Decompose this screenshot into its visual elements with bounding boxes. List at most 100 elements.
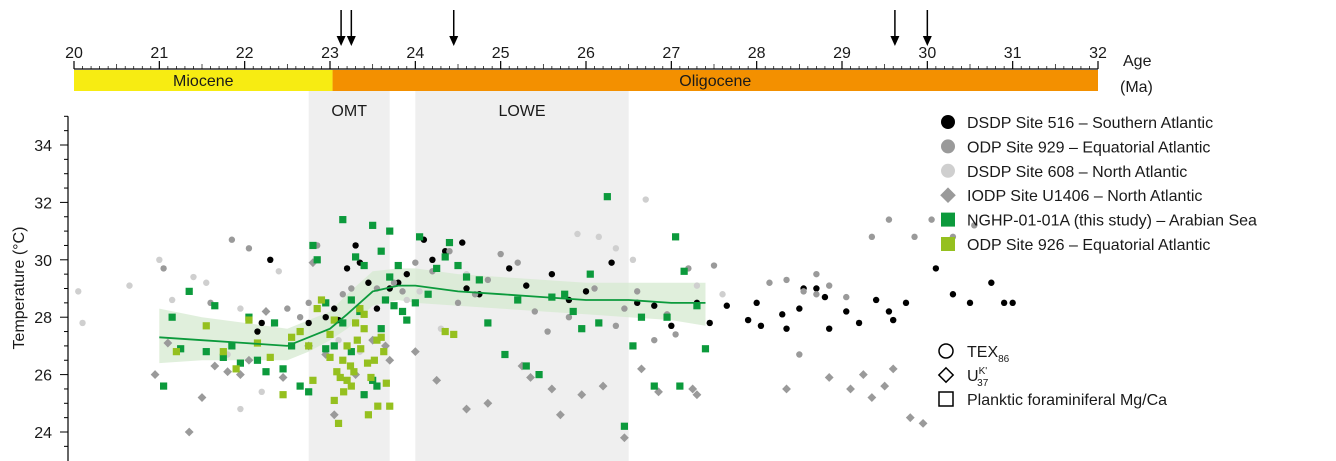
point-s0-47 (885, 308, 893, 315)
point-s0-36 (757, 322, 765, 330)
point-s4-1 (168, 313, 176, 321)
point-s3-8 (261, 307, 271, 316)
point-s5-15 (330, 396, 338, 405)
point-s5-32 (343, 342, 351, 350)
legend-label-5: ODP Site 926 – Equatorial Atlantic (967, 237, 1210, 254)
point-s5-19 (343, 376, 351, 384)
point-s5-13 (317, 296, 326, 304)
trend-band (159, 268, 706, 364)
point-s5-0 (172, 348, 180, 356)
point-s3-33 (782, 384, 791, 394)
point-s4-40 (484, 319, 492, 327)
point-s1-31 (672, 331, 679, 338)
point-s3-38 (880, 381, 890, 391)
point-s4-14 (288, 342, 296, 350)
age-axis-label: Age (1123, 53, 1152, 70)
point-s5-25 (363, 359, 372, 367)
point-s5-7 (279, 391, 287, 399)
point-s4-26 (377, 325, 385, 333)
point-s4-57 (672, 233, 680, 241)
point-s4-72 (676, 382, 684, 390)
point-s5-11 (309, 376, 317, 384)
point-s5-37 (334, 419, 343, 427)
age-tick-label-4: 24 (406, 45, 424, 62)
point-s0-0 (254, 328, 261, 335)
point-s0-39 (796, 305, 803, 312)
point-s1-20 (497, 250, 504, 258)
point-s1-35 (783, 276, 790, 284)
proxy-marker-2 (938, 391, 954, 407)
point-s0-38 (783, 325, 790, 332)
point-s4-5 (211, 302, 219, 310)
point-s5-24 (360, 325, 368, 333)
point-s1-41 (885, 216, 893, 223)
event-arrow-head-3 (890, 36, 900, 46)
point-s2-10 (275, 268, 282, 275)
point-s5-3 (232, 365, 240, 373)
age-tick-label-3: 23 (321, 45, 339, 62)
point-s0-32 (706, 319, 713, 327)
legend-marker-3 (940, 187, 956, 203)
point-s3-34 (824, 373, 834, 382)
proxy-label-2: Planktic foraminiferal Mg/Ca (967, 392, 1167, 409)
age-tick-label-5: 25 (492, 45, 510, 62)
point-s4-3 (185, 287, 193, 295)
point-s4-25 (373, 382, 381, 390)
point-s5-12 (313, 304, 321, 313)
legend-label-4: NGHP-01-01A (this study) – Arabian Sea (967, 213, 1257, 230)
point-s5-2 (219, 348, 227, 356)
point-s3-40 (905, 413, 915, 423)
legend-label-3: IODP Site U1406 – North Atlantic (967, 188, 1202, 205)
temp-tick-label-1: 26 (34, 368, 52, 385)
point-s2-14 (403, 296, 410, 304)
point-s3-32 (692, 390, 702, 400)
point-s1-40 (868, 233, 876, 241)
point-s2-23 (693, 282, 701, 289)
temp-tick-label-4: 32 (34, 195, 52, 212)
legend-marker-4 (941, 212, 955, 227)
point-s4-64 (369, 221, 377, 229)
point-s5-27 (370, 356, 378, 364)
point-s5-8 (288, 333, 296, 341)
point-s4-16 (305, 388, 313, 396)
point-s1-0 (160, 265, 167, 272)
age-tick-label-6: 26 (577, 45, 595, 62)
point-s1-3 (245, 245, 253, 252)
point-s4-4 (202, 348, 210, 356)
point-s1-27 (621, 305, 628, 312)
point-s4-34 (433, 264, 441, 273)
proxy-marker-1 (937, 366, 955, 384)
point-s4-23 (360, 391, 368, 399)
point-s1-46 (796, 351, 803, 358)
point-s5-1 (202, 322, 210, 330)
event-arrow-head-1 (346, 36, 356, 46)
point-s1-37 (813, 270, 820, 278)
point-s3-31 (688, 384, 698, 394)
point-s0-22 (523, 282, 530, 289)
point-s0-50 (932, 265, 940, 272)
point-s0-45 (855, 319, 863, 327)
point-s3-1 (163, 338, 173, 348)
point-s1-38 (826, 282, 833, 289)
point-s5-39 (386, 402, 394, 410)
temp-tick-label-0: 24 (34, 425, 52, 442)
point-s0-51 (949, 291, 957, 298)
point-s4-33 (424, 290, 432, 298)
point-s5-28 (374, 402, 382, 410)
temp-tick-label-5: 34 (34, 138, 52, 155)
point-s4-61 (339, 216, 347, 224)
point-s3-41 (918, 418, 928, 428)
point-s4-58 (680, 267, 688, 275)
point-s4-47 (569, 307, 577, 316)
point-s5-23 (357, 345, 365, 353)
point-s4-37 (454, 261, 462, 270)
point-s1-19 (484, 276, 492, 284)
point-s4-7 (228, 342, 236, 350)
point-s5-14 (326, 330, 334, 339)
legend: DSDP Site 516 – Southern Atlantic ODP Sit… (940, 115, 1257, 254)
point-s4-39 (475, 276, 483, 284)
point-s0-3 (305, 319, 312, 327)
point-s0-19 (463, 285, 470, 292)
legend-marker-2 (941, 163, 955, 178)
point-s5-40 (441, 327, 449, 336)
